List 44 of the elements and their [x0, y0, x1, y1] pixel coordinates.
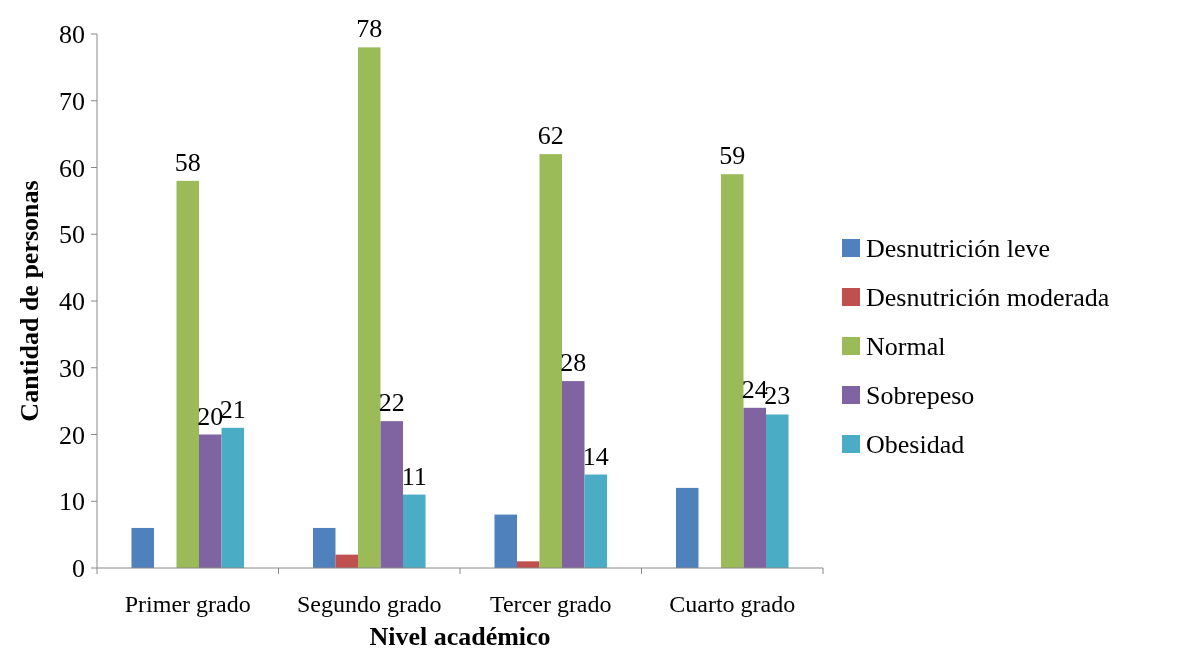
y-tick-label: 80	[59, 20, 85, 50]
bar	[766, 414, 789, 568]
y-axis-title: Cantidad de personas	[15, 180, 44, 422]
x-tick-label: Tercer grado	[489, 591, 612, 617]
data-label: 58	[174, 147, 201, 177]
y-tick-label: 60	[59, 153, 85, 183]
bar	[312, 527, 336, 568]
y-tick-label: 40	[59, 287, 85, 317]
legend-label: Sobrepeso	[866, 381, 975, 411]
x-tick-label: Primer grado	[124, 591, 251, 617]
bar	[584, 474, 608, 568]
bar	[494, 514, 517, 568]
y-tick-label: 30	[59, 353, 85, 383]
bar	[721, 174, 744, 568]
legend-label: Desnutrición leve	[866, 234, 1051, 264]
data-label: 11	[401, 461, 427, 491]
y-tick-label: 50	[59, 220, 85, 250]
y-tick-label: 20	[59, 420, 85, 450]
bar	[562, 381, 585, 568]
data-label: 22	[378, 388, 405, 418]
data-label: 14	[582, 441, 609, 471]
bar	[675, 487, 699, 568]
bar	[380, 421, 404, 568]
x-axis-title: Nivel académico	[369, 622, 551, 651]
bar	[403, 494, 426, 568]
bar	[199, 434, 222, 568]
legend-label: Desnutrición moderada	[866, 283, 1110, 313]
data-label: 59	[719, 141, 746, 171]
y-tick-label: 0	[72, 554, 85, 584]
x-tick-label: Segundo grado	[296, 591, 442, 617]
bar	[539, 154, 562, 568]
legend-label: Obesidad	[866, 430, 965, 460]
bar	[358, 47, 381, 568]
legend-label: Normal	[866, 332, 946, 362]
bar	[131, 527, 154, 568]
x-tick-label: Cuarto grado	[669, 591, 796, 617]
y-tick-label: 70	[59, 86, 85, 116]
y-tick-label: 10	[59, 487, 85, 517]
bar	[743, 407, 767, 568]
data-label: 62	[537, 121, 564, 151]
bar	[176, 180, 199, 568]
data-label: 78	[356, 14, 383, 44]
bar	[221, 427, 245, 568]
bar	[335, 554, 358, 568]
